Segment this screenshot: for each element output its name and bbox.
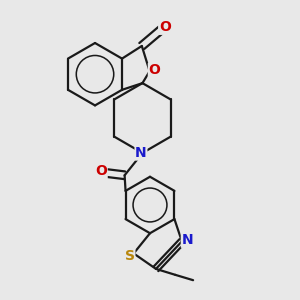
Text: N: N (182, 233, 193, 247)
Text: O: O (159, 20, 171, 34)
Text: S: S (125, 249, 135, 263)
Text: N: N (135, 146, 147, 160)
Text: O: O (95, 164, 107, 178)
Text: O: O (148, 63, 160, 77)
